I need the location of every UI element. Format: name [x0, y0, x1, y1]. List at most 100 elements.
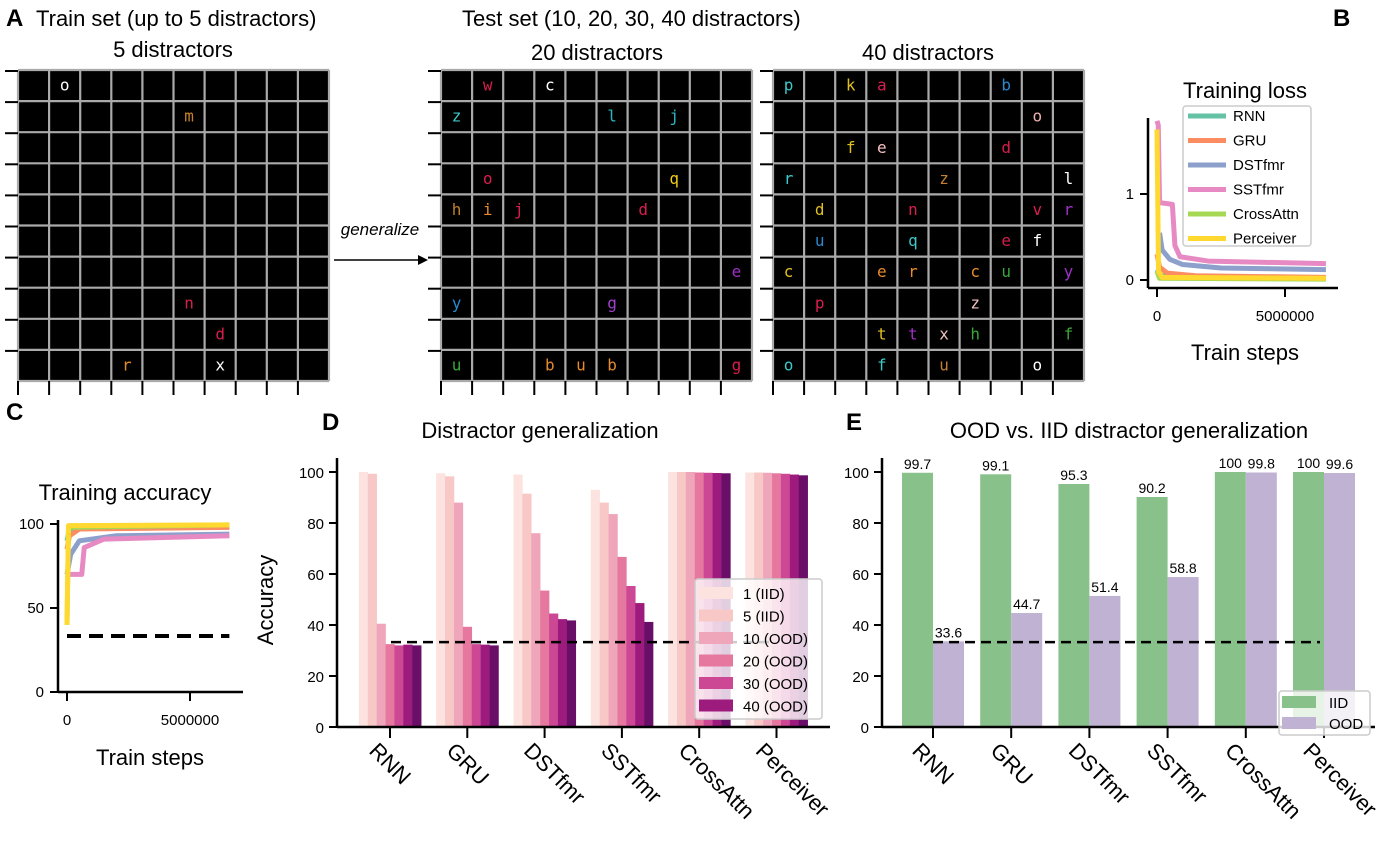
- letter-grid: o m n d r x: [5, 68, 331, 395]
- bar-dstfmr: [513, 474, 523, 727]
- grid-letter: q: [669, 169, 679, 188]
- grid-letter: v: [1033, 200, 1043, 219]
- legend-swatch: [1282, 696, 1316, 708]
- grid-letter: r: [908, 262, 918, 281]
- legend-label: SSTfmr: [1233, 182, 1284, 199]
- grid-letter: d: [1001, 138, 1011, 157]
- bar-iid-sstfmr: [1136, 496, 1168, 727]
- y-tick-label: 80: [852, 516, 869, 533]
- grid-letter: p: [784, 76, 794, 95]
- grid-letter: b: [1001, 76, 1011, 95]
- grid-letter: y: [452, 293, 462, 312]
- bar-gru: [480, 644, 490, 727]
- grid-letter: b: [607, 355, 617, 374]
- grid-letter: r: [122, 355, 132, 374]
- legend-swatch: [699, 654, 733, 667]
- bar-value-label: 51.4: [1091, 579, 1118, 595]
- legend-label: Perceiver: [1233, 231, 1296, 248]
- panel-label-b: B: [1333, 5, 1350, 32]
- legend-swatch: [1282, 717, 1316, 729]
- panel-label-c: C: [6, 399, 23, 426]
- grid-letter: o: [1033, 107, 1043, 126]
- grid-letter: e: [1001, 231, 1011, 250]
- bar-rnn: [412, 645, 422, 727]
- grid-letter: z: [939, 169, 949, 188]
- panel-label-a: A: [6, 5, 23, 32]
- series-line-perceiver: [1154, 129, 1326, 281]
- grid-letter: u: [452, 355, 462, 374]
- bar-value-label: 58.8: [1169, 560, 1196, 576]
- legend-label: 20 (OOD): [743, 654, 808, 671]
- y-tick-label: 0: [861, 720, 869, 737]
- grid-letter: f: [1033, 231, 1043, 250]
- grid-title-20: 20 distractors: [531, 40, 663, 65]
- distractor-generalization-chart: 0 20 40 60 80 100 RNN GRU DSTfmr SSTfmr CrossAttnP…: [299, 458, 834, 824]
- bar-iid-rnn: [902, 472, 933, 727]
- legend-label: 5 (IID): [743, 609, 785, 626]
- bar-dstfmr: [549, 613, 559, 727]
- grid-letter: e: [877, 138, 887, 157]
- bar-crossattn: [685, 472, 696, 727]
- grid-letter: l: [1064, 169, 1074, 188]
- grid-letter: f: [846, 138, 856, 157]
- grid-letter: y: [1064, 262, 1074, 281]
- legend-label: GRU: [1233, 133, 1266, 150]
- bar-sstfmr: [608, 514, 618, 727]
- legend-label: CrossAttn: [1233, 206, 1299, 223]
- grid-letter: p: [815, 293, 825, 312]
- grid-letter: m: [184, 107, 194, 126]
- y-tick-label: 40: [852, 618, 869, 635]
- legend-label: DSTfmr: [1233, 157, 1285, 174]
- bar-sstfmr: [626, 585, 636, 727]
- x-tick-label: 5000000: [1256, 308, 1314, 325]
- chart-d-ylabel: Accuracy: [253, 555, 278, 645]
- grid-letter: c: [784, 262, 794, 281]
- category-label: CrossAttn: [1220, 738, 1306, 824]
- y-tick-label: 0: [36, 684, 44, 701]
- grid-letter: z: [452, 107, 462, 126]
- y-tick-label: 60: [307, 567, 324, 584]
- grid-letter: l: [607, 107, 617, 126]
- grid-letter: t: [908, 324, 918, 343]
- bar-value-label: 99.1: [982, 457, 1009, 473]
- bar-iid-perceiver: [1293, 472, 1324, 727]
- chart-b-title: Training loss: [1183, 78, 1307, 103]
- category-label: DSTfmr: [1064, 738, 1135, 809]
- x-tick-label: 0: [63, 712, 71, 729]
- grid-letter: c: [970, 262, 980, 281]
- y-tick-label: 100: [844, 465, 869, 482]
- bar-value-label: 90.2: [1138, 480, 1165, 496]
- legend-label: RNN: [1233, 108, 1266, 125]
- grid-letter: n: [184, 293, 194, 312]
- bar-gru: [462, 626, 473, 727]
- category-label: SSTfmr: [1142, 738, 1212, 808]
- y-tick-label: 1: [1126, 186, 1134, 203]
- bar-value-label: 99.6: [1326, 456, 1353, 472]
- bar-rnn: [376, 623, 386, 727]
- category-label: Perceiver: [1298, 738, 1380, 821]
- legend-label: IID: [1329, 695, 1348, 712]
- grid-letter: j: [669, 107, 679, 126]
- bar-gru: [471, 644, 481, 727]
- category-label: RNN: [364, 738, 415, 789]
- legend-swatch: [699, 609, 733, 622]
- series-line-sstfmr: [67, 533, 230, 577]
- chart-b-xlabel: Train steps: [1191, 340, 1299, 365]
- grid-letter: o: [784, 355, 794, 374]
- bar-gru: [453, 502, 464, 727]
- grid-letter: b: [545, 355, 555, 374]
- bar-value-label: 33.6: [935, 624, 962, 640]
- y-tick-label: 20: [852, 669, 869, 686]
- bar-ood-dstfmr: [1089, 595, 1121, 727]
- grid-letter: n: [908, 200, 918, 219]
- y-tick-label: 0: [1126, 272, 1134, 289]
- ood-vs-iid-chart: 99.7 99.1 95.3 90.2 100 100 33.6 44.7 51.4 58.8 99…: [844, 455, 1380, 824]
- legend-label: OOD: [1329, 716, 1363, 733]
- grid-letter: a: [877, 76, 887, 95]
- category-label: GRU: [442, 738, 494, 790]
- grid-letter: u: [939, 355, 949, 374]
- bar-ood-gru: [1011, 613, 1043, 727]
- bar-sstfmr: [644, 621, 654, 727]
- y-tick-label: 100: [299, 465, 324, 482]
